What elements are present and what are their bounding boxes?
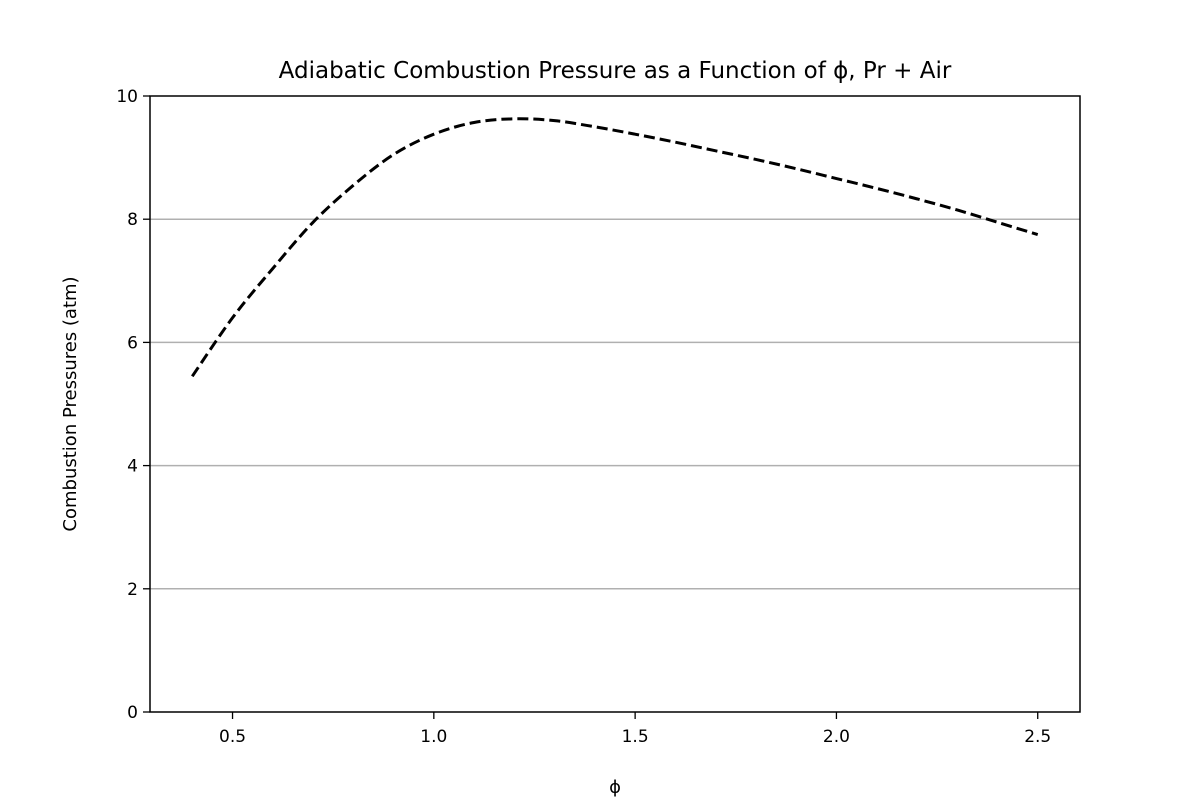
plot-frame: [149, 95, 1081, 713]
grid-lines: [150, 218, 1080, 590]
y-tick-label: 6: [127, 333, 138, 353]
x-tick-label: 0.5: [219, 727, 246, 747]
y-tick-label: 10: [116, 87, 138, 107]
y-axis-ticks: 0 2 4 6 8 10: [116, 87, 150, 723]
y-tick-label: 0: [127, 703, 138, 723]
x-tick-label: 2.5: [1024, 727, 1051, 747]
x-axis-ticks: 0.5 1.0 1.5 2.0 2.5: [219, 712, 1051, 747]
y-tick-label: 2: [127, 580, 138, 600]
chart-title: Adiabatic Combustion Pressure as a Funct…: [279, 58, 952, 84]
series-line: [191, 117, 1039, 378]
x-axis-label: ϕ: [609, 777, 621, 798]
y-axis-label: Combustion Pressures (atm): [60, 276, 81, 531]
y-tick-label: 4: [127, 457, 138, 477]
y-tick-label: 8: [127, 210, 138, 230]
x-tick-label: 1.5: [622, 727, 649, 747]
x-tick-label: 1.0: [420, 727, 447, 747]
x-tick-label: 2.0: [823, 727, 850, 747]
series-lines: [191, 117, 1039, 378]
